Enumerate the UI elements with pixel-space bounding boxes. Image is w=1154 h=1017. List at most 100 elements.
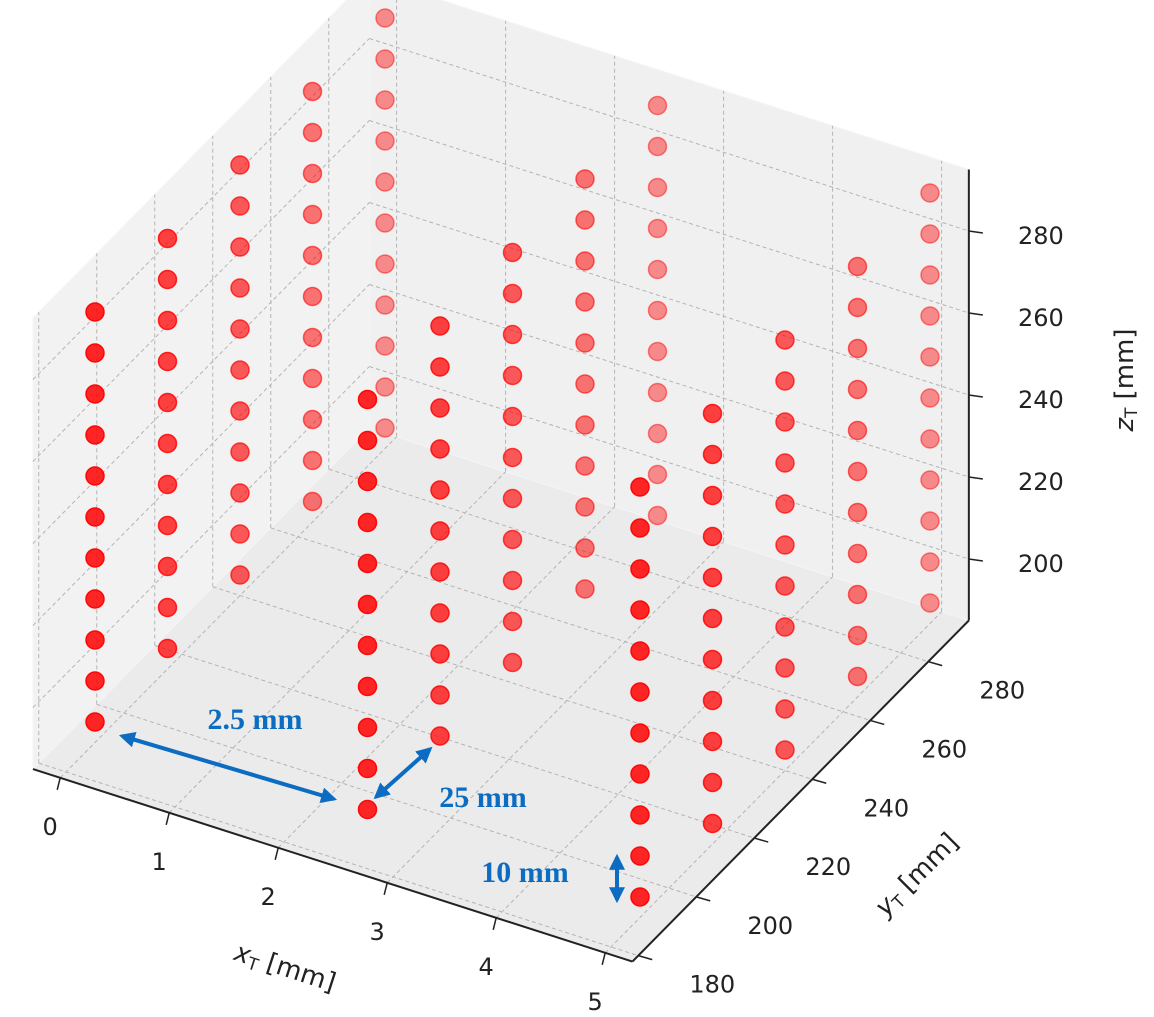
- point: [575, 497, 595, 517]
- point: [647, 300, 668, 321]
- point: [502, 570, 523, 591]
- point: [157, 269, 178, 290]
- point: [630, 600, 650, 620]
- point: [430, 439, 450, 459]
- point: [430, 726, 450, 746]
- point: [775, 453, 795, 473]
- point: [85, 302, 105, 322]
- point: [920, 511, 940, 531]
- point: [775, 412, 795, 432]
- point: [302, 122, 323, 143]
- point: [85, 671, 105, 691]
- point: [775, 699, 795, 719]
- point: [302, 163, 323, 184]
- point: [502, 283, 523, 304]
- point: [702, 813, 723, 834]
- point: [357, 594, 378, 615]
- point: [85, 589, 105, 609]
- point: [302, 409, 323, 430]
- point: [302, 327, 323, 348]
- point: [702, 567, 723, 588]
- tick-mark: [870, 719, 885, 726]
- panes: [32, 0, 970, 963]
- point: [157, 351, 178, 372]
- point: [702, 772, 723, 793]
- point: [630, 477, 650, 497]
- z-tick-label: 220: [1018, 468, 1064, 496]
- z-axis-label: zT[mm]: [1110, 329, 1143, 433]
- labels: xT[mm] yT[mm] zT[mm] 0 1 2 3 4 5 180 200 220 240 2…: [43, 222, 1142, 1016]
- point: [502, 652, 523, 673]
- point: [375, 336, 395, 356]
- point: [847, 420, 868, 441]
- tick-mark: [812, 778, 827, 784]
- point: [375, 49, 395, 69]
- point: [302, 491, 323, 512]
- point: [85, 343, 105, 363]
- point: [85, 384, 105, 404]
- x-tick-label: 1: [152, 848, 167, 876]
- point: [775, 330, 795, 350]
- point: [230, 319, 250, 339]
- point: [430, 603, 450, 623]
- point: [702, 526, 723, 547]
- point: [302, 450, 323, 471]
- z-tick-label: 200: [1018, 550, 1064, 578]
- y-tick-label: 180: [689, 971, 735, 999]
- point: [302, 81, 323, 102]
- point: [357, 512, 378, 533]
- point: [230, 565, 250, 585]
- point: [85, 507, 105, 527]
- point: [647, 382, 668, 403]
- point: [920, 593, 940, 613]
- arrow: [373, 746, 433, 800]
- point: [775, 576, 795, 596]
- point: [375, 418, 395, 438]
- point: [357, 471, 378, 492]
- point: [430, 644, 450, 664]
- point: [847, 666, 868, 687]
- point: [847, 338, 868, 359]
- point: [375, 131, 395, 151]
- point: [575, 374, 595, 394]
- point: [85, 712, 105, 732]
- point: [920, 347, 940, 367]
- point: [375, 254, 395, 274]
- point: [157, 392, 178, 413]
- y-tick-label: 240: [863, 794, 909, 822]
- point: [575, 292, 595, 312]
- point: [630, 887, 650, 907]
- grid-line: [604, 611, 942, 954]
- x-tick-label: 0: [43, 813, 58, 841]
- point: [157, 310, 178, 331]
- point: [647, 341, 668, 362]
- point: [847, 461, 868, 482]
- point: [375, 377, 395, 397]
- point: [575, 538, 595, 558]
- point: [575, 210, 595, 230]
- point: [230, 524, 250, 544]
- point: [502, 406, 523, 427]
- point: [575, 251, 595, 271]
- point: [375, 172, 395, 192]
- tick-mark: [696, 896, 711, 902]
- point: [847, 379, 868, 400]
- point: [630, 764, 650, 784]
- point: [157, 228, 178, 249]
- point: [775, 658, 795, 678]
- point: [357, 717, 378, 738]
- grid-line: [386, 541, 724, 884]
- point: [430, 357, 450, 377]
- point: [920, 183, 940, 203]
- point: [647, 136, 668, 157]
- point: [157, 638, 178, 659]
- point: [357, 389, 378, 410]
- y-axis-label: yT[mm]: [868, 827, 966, 925]
- point: [430, 480, 450, 500]
- arrow: [118, 731, 338, 804]
- point: [430, 398, 450, 418]
- tick-mark: [638, 954, 653, 961]
- point: [630, 518, 650, 538]
- point: [85, 425, 105, 445]
- point: [157, 515, 178, 536]
